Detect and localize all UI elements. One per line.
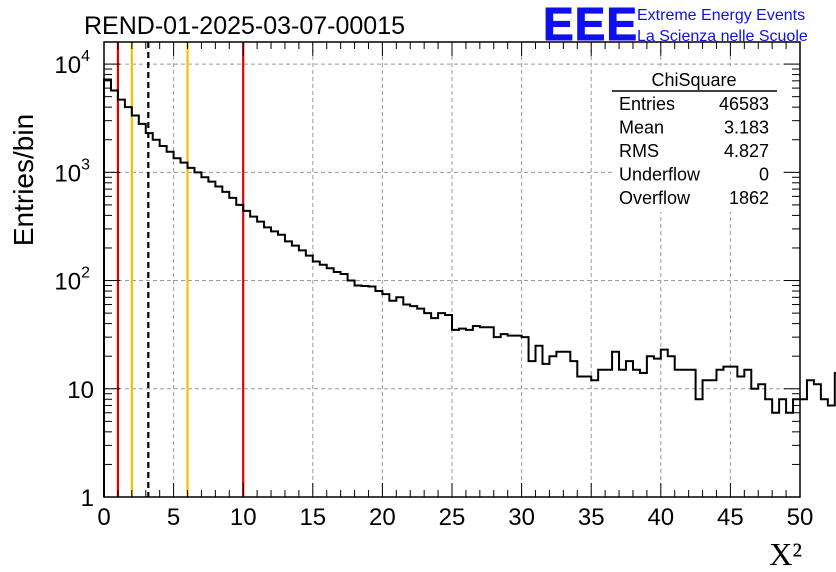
reference-lines xyxy=(116,42,245,497)
stats-row-value: 0 xyxy=(759,165,769,185)
y-tick-label: 103 xyxy=(54,156,90,187)
y-tick-label: 10 xyxy=(67,377,94,404)
axis-ticks xyxy=(103,42,801,498)
stats-row-label: RMS xyxy=(619,141,659,161)
x-tick-label: 50 xyxy=(787,504,814,531)
stats-row-label: Underflow xyxy=(619,165,701,185)
x-tick-label: 40 xyxy=(647,504,674,531)
x-tick-labels: 0 5 10 15 20 25 30 35 40 45 50 xyxy=(97,504,813,531)
y-tick-label: 104 xyxy=(54,48,90,79)
x-axis-title: X² xyxy=(769,536,802,572)
stats-box-title: ChiSquare xyxy=(651,70,736,90)
x-tick-label: 25 xyxy=(439,504,466,531)
plot-title: REND-01-2025-03-07-00015 xyxy=(84,12,405,40)
y-tick-label-base: 10 xyxy=(54,160,81,187)
y-tick-label-base: 10 xyxy=(54,269,81,296)
stats-row-value: 1862 xyxy=(729,188,769,208)
y-tick-label-exponent: 4 xyxy=(81,48,90,65)
y-tick-label: 1 xyxy=(81,485,94,512)
x-tick-label: 0 xyxy=(97,504,110,531)
org-name: Extreme Energy Events xyxy=(637,7,805,24)
y-tick-label: 102 xyxy=(54,265,90,296)
x-tick-label: 5 xyxy=(167,504,180,531)
y-tick-label-exponent: 3 xyxy=(81,156,90,173)
y-axis-title: Entries/bin xyxy=(8,114,39,246)
y-tick-label-base: 1 xyxy=(81,485,94,512)
stats-row-value: 3.183 xyxy=(724,118,769,138)
x-tick-label: 35 xyxy=(578,504,605,531)
org-subtitle: La Scienza nelle Scuole xyxy=(637,28,808,45)
stats-row-label: Overflow xyxy=(619,188,691,208)
stats-row-label: Entries xyxy=(619,94,675,114)
x-tick-label: 20 xyxy=(369,504,396,531)
x-tick-label: 10 xyxy=(230,504,257,531)
grid xyxy=(104,42,800,497)
x-tick-label: 30 xyxy=(508,504,535,531)
y-tick-label-base: 10 xyxy=(67,377,94,404)
y-tick-label-exponent: 2 xyxy=(81,265,90,282)
stats-rows: Entries 46583 Mean 3.183 RMS 4.827 Underflow 0 O… xyxy=(619,94,769,208)
histogram-series xyxy=(103,78,836,497)
stats-box: ChiSquare Entries 46583 Mean 3.183 RMS 4.827 U… xyxy=(612,66,782,212)
stats-row-value: 46583 xyxy=(719,94,769,114)
x-tick-label: 45 xyxy=(717,504,744,531)
stats-row-value: 4.827 xyxy=(724,141,769,161)
y-tick-label-base: 10 xyxy=(54,52,81,79)
stats-row-label: Mean xyxy=(619,118,664,138)
x-tick-label: 15 xyxy=(299,504,326,531)
